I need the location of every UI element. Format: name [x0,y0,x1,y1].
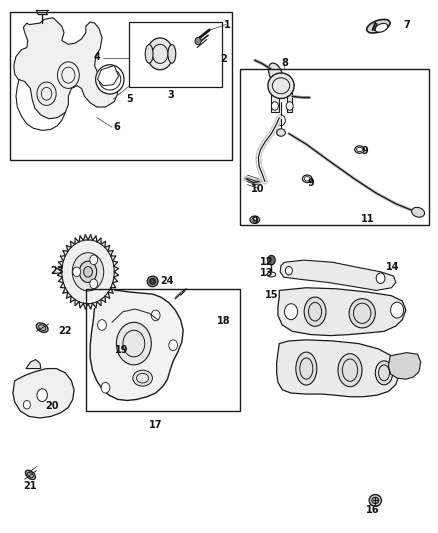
Text: 2: 2 [220,54,227,64]
Ellipse shape [150,278,155,284]
Text: 15: 15 [265,289,278,300]
Circle shape [84,266,92,277]
Text: 5: 5 [126,94,133,104]
Polygon shape [278,288,406,336]
Ellipse shape [277,129,286,136]
Circle shape [272,102,279,110]
Ellipse shape [267,272,276,277]
Text: 3: 3 [168,90,174,100]
Circle shape [286,102,293,110]
Circle shape [72,253,104,291]
Circle shape [90,279,98,288]
Ellipse shape [302,175,312,182]
Polygon shape [13,368,74,418]
Text: 9: 9 [307,177,314,188]
Polygon shape [90,290,183,400]
Text: 7: 7 [403,20,410,30]
Circle shape [169,340,177,351]
Text: 9: 9 [251,216,258,227]
Text: 6: 6 [113,122,120,132]
Circle shape [150,279,155,284]
Ellipse shape [369,495,381,506]
Ellipse shape [338,354,362,386]
Ellipse shape [268,63,283,85]
Text: 16: 16 [366,505,379,515]
Ellipse shape [39,325,46,330]
Text: 14: 14 [386,262,399,271]
Bar [11,12,232,160]
Ellipse shape [372,497,379,504]
Ellipse shape [304,297,326,326]
Text: 10: 10 [251,184,264,195]
Ellipse shape [355,146,364,154]
Ellipse shape [375,23,388,32]
Text: 21: 21 [24,481,37,490]
Circle shape [195,37,201,45]
Circle shape [62,240,114,304]
Text: 12: 12 [260,257,274,267]
Ellipse shape [349,298,375,328]
Circle shape [101,382,110,393]
Bar [130,22,223,87]
Text: 11: 11 [361,214,374,224]
Circle shape [286,266,292,275]
Ellipse shape [133,370,152,386]
Text: 22: 22 [59,326,72,336]
Polygon shape [26,360,41,368]
Ellipse shape [296,352,317,385]
Text: 9: 9 [362,146,369,156]
Circle shape [57,235,119,309]
Text: 17: 17 [149,420,162,430]
Circle shape [391,302,404,318]
Ellipse shape [95,64,124,94]
Ellipse shape [145,45,153,63]
Text: 1: 1 [224,20,231,30]
Text: 18: 18 [216,316,230,326]
Ellipse shape [25,470,35,480]
Bar [240,69,429,225]
Text: 8: 8 [281,59,288,68]
Polygon shape [277,340,399,397]
Ellipse shape [268,73,294,99]
Polygon shape [271,82,287,112]
Circle shape [90,255,98,264]
Circle shape [98,320,106,330]
Text: 23: 23 [50,266,64,276]
Circle shape [268,255,276,265]
Circle shape [37,389,47,401]
Text: 19: 19 [115,345,129,356]
Polygon shape [389,353,421,379]
Circle shape [151,310,160,321]
Ellipse shape [36,323,48,333]
Ellipse shape [147,276,158,287]
Ellipse shape [375,361,393,385]
Text: 4: 4 [93,52,100,61]
Text: 13: 13 [260,269,274,278]
Ellipse shape [250,216,260,223]
Polygon shape [14,18,118,119]
Text: 20: 20 [46,401,59,411]
Polygon shape [280,260,396,290]
Polygon shape [98,66,119,86]
Polygon shape [287,82,292,112]
Circle shape [23,400,30,409]
Ellipse shape [367,19,390,33]
Ellipse shape [168,45,176,63]
Circle shape [73,267,81,277]
Circle shape [147,38,173,70]
Ellipse shape [28,472,33,478]
Circle shape [117,322,151,365]
Bar [86,289,240,411]
Circle shape [285,304,297,320]
Circle shape [79,261,97,282]
Text: 24: 24 [161,277,174,286]
Ellipse shape [412,207,424,217]
Circle shape [376,273,385,284]
